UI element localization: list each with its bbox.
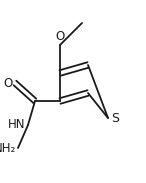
Text: O: O bbox=[55, 30, 65, 43]
Text: HN: HN bbox=[8, 119, 26, 132]
Text: NH₂: NH₂ bbox=[0, 141, 16, 154]
Text: S: S bbox=[111, 111, 119, 124]
Text: O: O bbox=[4, 76, 13, 89]
